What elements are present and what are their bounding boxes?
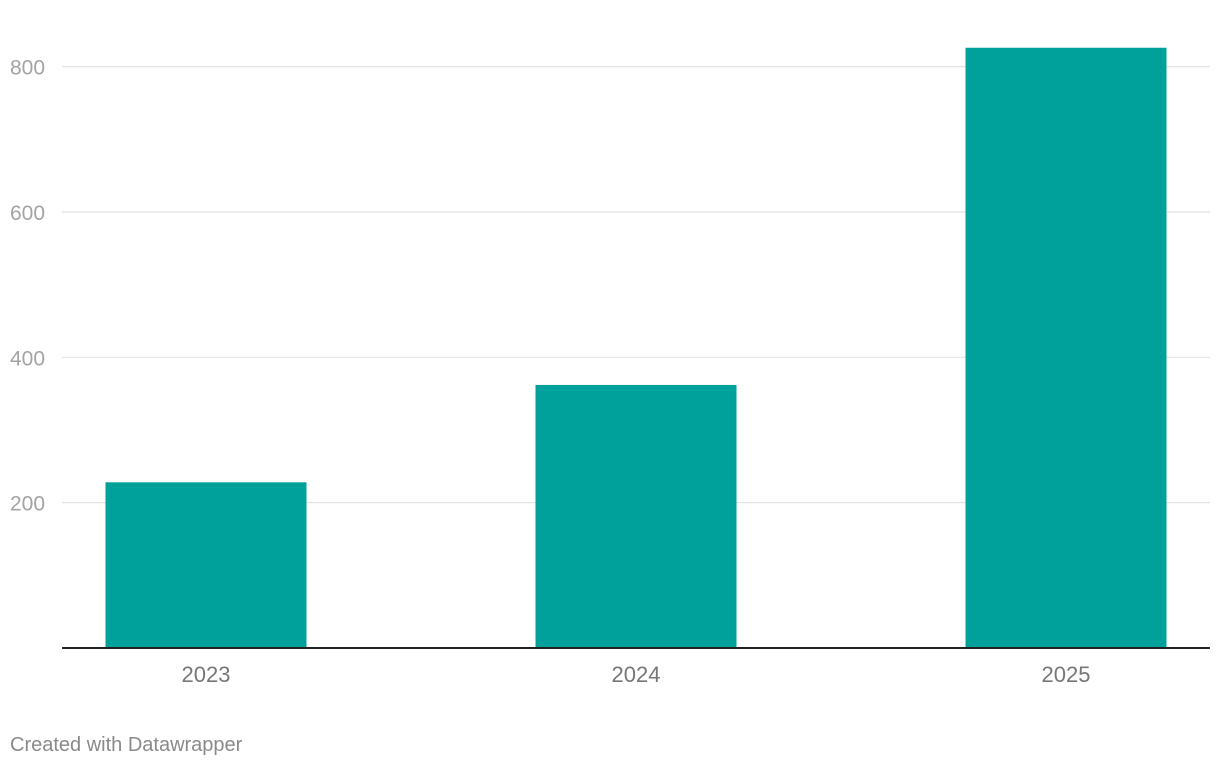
bars (105, 47, 1167, 649)
y-tick-label: 400 (10, 347, 45, 370)
bar-2024 (535, 384, 737, 648)
bar-2023 (105, 482, 307, 648)
x-category-label: 2024 (612, 662, 661, 687)
x-category-label: 2025 (1042, 662, 1091, 687)
bar-2025 (965, 47, 1167, 649)
y-tick-label: 200 (10, 493, 45, 516)
x-category-label: 2023 (182, 662, 231, 687)
y-tick-label: 600 (10, 202, 45, 225)
y-tick-label: 800 (10, 57, 45, 80)
datawrapper-credit: Created with Datawrapper (10, 734, 243, 756)
axis-labels: 200 400 600 800 2023 2024 2025 (10, 57, 1090, 687)
bar-chart: 200 400 600 800 2023 2024 2025 (10, 47, 1210, 687)
